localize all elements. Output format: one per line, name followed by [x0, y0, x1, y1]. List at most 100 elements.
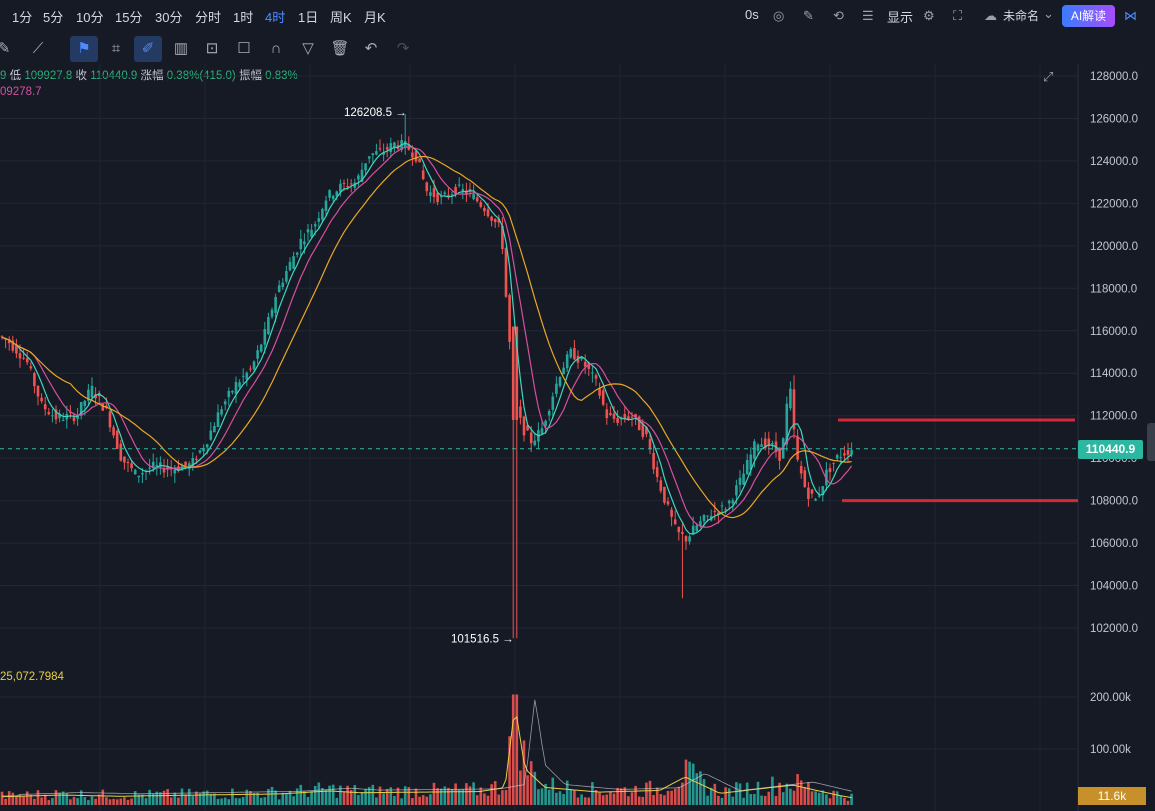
candle-body: [353, 182, 357, 188]
share-icon[interactable]: ⋈: [1124, 8, 1137, 23]
candle-body: [299, 238, 303, 250]
candle-body: [411, 152, 414, 158]
y-tick-label: 114000.0: [1090, 368, 1137, 380]
volume-bar: [522, 740, 526, 805]
magic-pen-icon[interactable]: ✐: [134, 36, 162, 62]
display-button[interactable]: 显示: [887, 10, 914, 25]
volume-bar: [483, 793, 486, 805]
candle-body: [501, 225, 504, 249]
candle-body: [677, 526, 681, 533]
candle-body: [587, 362, 591, 369]
volume-bar: [324, 789, 328, 805]
volume-bar: [796, 774, 799, 805]
pen-icon[interactable]: ✎: [803, 8, 814, 23]
timeframe-3[interactable]: 15分: [115, 10, 143, 25]
edit-icon[interactable]: ✎: [0, 40, 11, 57]
sync-icon[interactable]: ⟲: [833, 8, 844, 23]
timeframe-4[interactable]: 30分: [155, 10, 183, 25]
layout-name[interactable]: 未命名: [1003, 9, 1040, 23]
candle-body: [249, 368, 252, 370]
candle-body: [389, 143, 393, 153]
candle-body: [789, 388, 792, 409]
timeframe-7[interactable]: 4时: [265, 10, 286, 25]
volume-bar: [339, 785, 342, 805]
volume-bar: [843, 797, 846, 805]
volume-bar: [573, 790, 576, 805]
volume-bar: [187, 788, 191, 805]
timeframe-10[interactable]: 月K: [364, 10, 386, 25]
timeframe-8[interactable]: 1日: [298, 10, 319, 25]
note-icon[interactable]: ☐: [237, 40, 251, 57]
volume-bar: [87, 800, 90, 805]
volume-bar: [753, 793, 756, 805]
candle-body: [231, 391, 234, 393]
candle-body: [209, 430, 213, 440]
volume-bar: [702, 779, 706, 805]
volume-bar: [83, 797, 87, 805]
candle-body: [565, 354, 569, 369]
y-tick-label: 128000.0: [1090, 71, 1138, 83]
side-panel-handle[interactable]: [1147, 423, 1155, 461]
candle-body: [184, 461, 187, 466]
timeframe-1[interactable]: 5分: [43, 10, 64, 25]
bookmark-icon[interactable]: ⚑: [70, 36, 98, 62]
volume-bar: [58, 792, 61, 805]
camera-icon[interactable]: ◎: [773, 8, 785, 23]
volume-bar: [720, 797, 724, 805]
volume-bar: [439, 788, 443, 805]
volume-bar: [72, 796, 76, 805]
candle-body: [655, 467, 659, 478]
volume-bar: [749, 794, 753, 805]
magnet-icon[interactable]: ∩: [270, 40, 282, 57]
fullscreen-icon[interactable]: ⛶: [953, 8, 963, 23]
timeframe-9[interactable]: 周K: [330, 10, 352, 25]
redo-icon[interactable]: ↷: [396, 40, 410, 57]
volume-bar: [781, 792, 785, 805]
undo-icon[interactable]: ↶: [364, 40, 378, 57]
volume-bar: [745, 782, 749, 805]
volume-bar: [385, 788, 389, 805]
timeframe-5[interactable]: 分时: [195, 10, 222, 25]
candle-body: [508, 295, 511, 342]
candle-body: [15, 344, 18, 354]
candle-body: [123, 456, 126, 463]
candle-body: [403, 141, 407, 148]
trash-icon[interactable]: 🗑: [330, 40, 350, 57]
volume-bar: [637, 796, 641, 805]
candle-body: [58, 413, 61, 419]
candle-body: [328, 190, 331, 198]
ai-interpret-button[interactable]: AI解读: [1062, 5, 1115, 27]
chevron-down-icon[interactable]: ⌄: [1043, 6, 1054, 21]
volume-bar: [18, 794, 22, 805]
candle-body: [151, 461, 155, 469]
volume-bar: [785, 783, 789, 805]
volume-bar: [115, 799, 119, 805]
volume-bar: [220, 798, 223, 805]
candle-body: [130, 463, 133, 469]
filter-icon[interactable]: ▽: [302, 40, 314, 57]
price-chart[interactable]: 128000.0 126000.0 124000.0 122000.0 120000.0…: [0, 64, 1155, 811]
volume-bar: [850, 793, 853, 805]
candle-body: [367, 156, 371, 159]
volume-bar: [245, 789, 249, 805]
candle-body: [177, 466, 180, 471]
candle-body: [735, 485, 738, 496]
expand-icon[interactable]: ⤢: [1043, 69, 1054, 84]
gear-icon[interactable]: ⚙: [923, 8, 935, 23]
lock-icon[interactable]: ⊡: [205, 40, 219, 57]
timeframe-0[interactable]: 1分: [12, 10, 33, 25]
candle-body: [270, 309, 274, 317]
volume-bar: [612, 793, 616, 805]
brush-icon[interactable]: ⟋: [32, 40, 44, 57]
candles-icon[interactable]: ▥: [173, 40, 189, 57]
timeframe-2[interactable]: 10分: [76, 10, 104, 25]
candle-body: [7, 338, 11, 344]
candle-body: [414, 150, 418, 162]
list-icon[interactable]: ☰: [862, 8, 874, 23]
ruler-icon[interactable]: ⌗: [111, 40, 121, 57]
candle-body: [331, 195, 335, 200]
volume-bar: [288, 790, 292, 805]
cloud-icon[interactable]: ☁: [984, 8, 997, 23]
timeframe-6[interactable]: 1时: [233, 10, 254, 25]
volume-bar: [177, 797, 180, 805]
